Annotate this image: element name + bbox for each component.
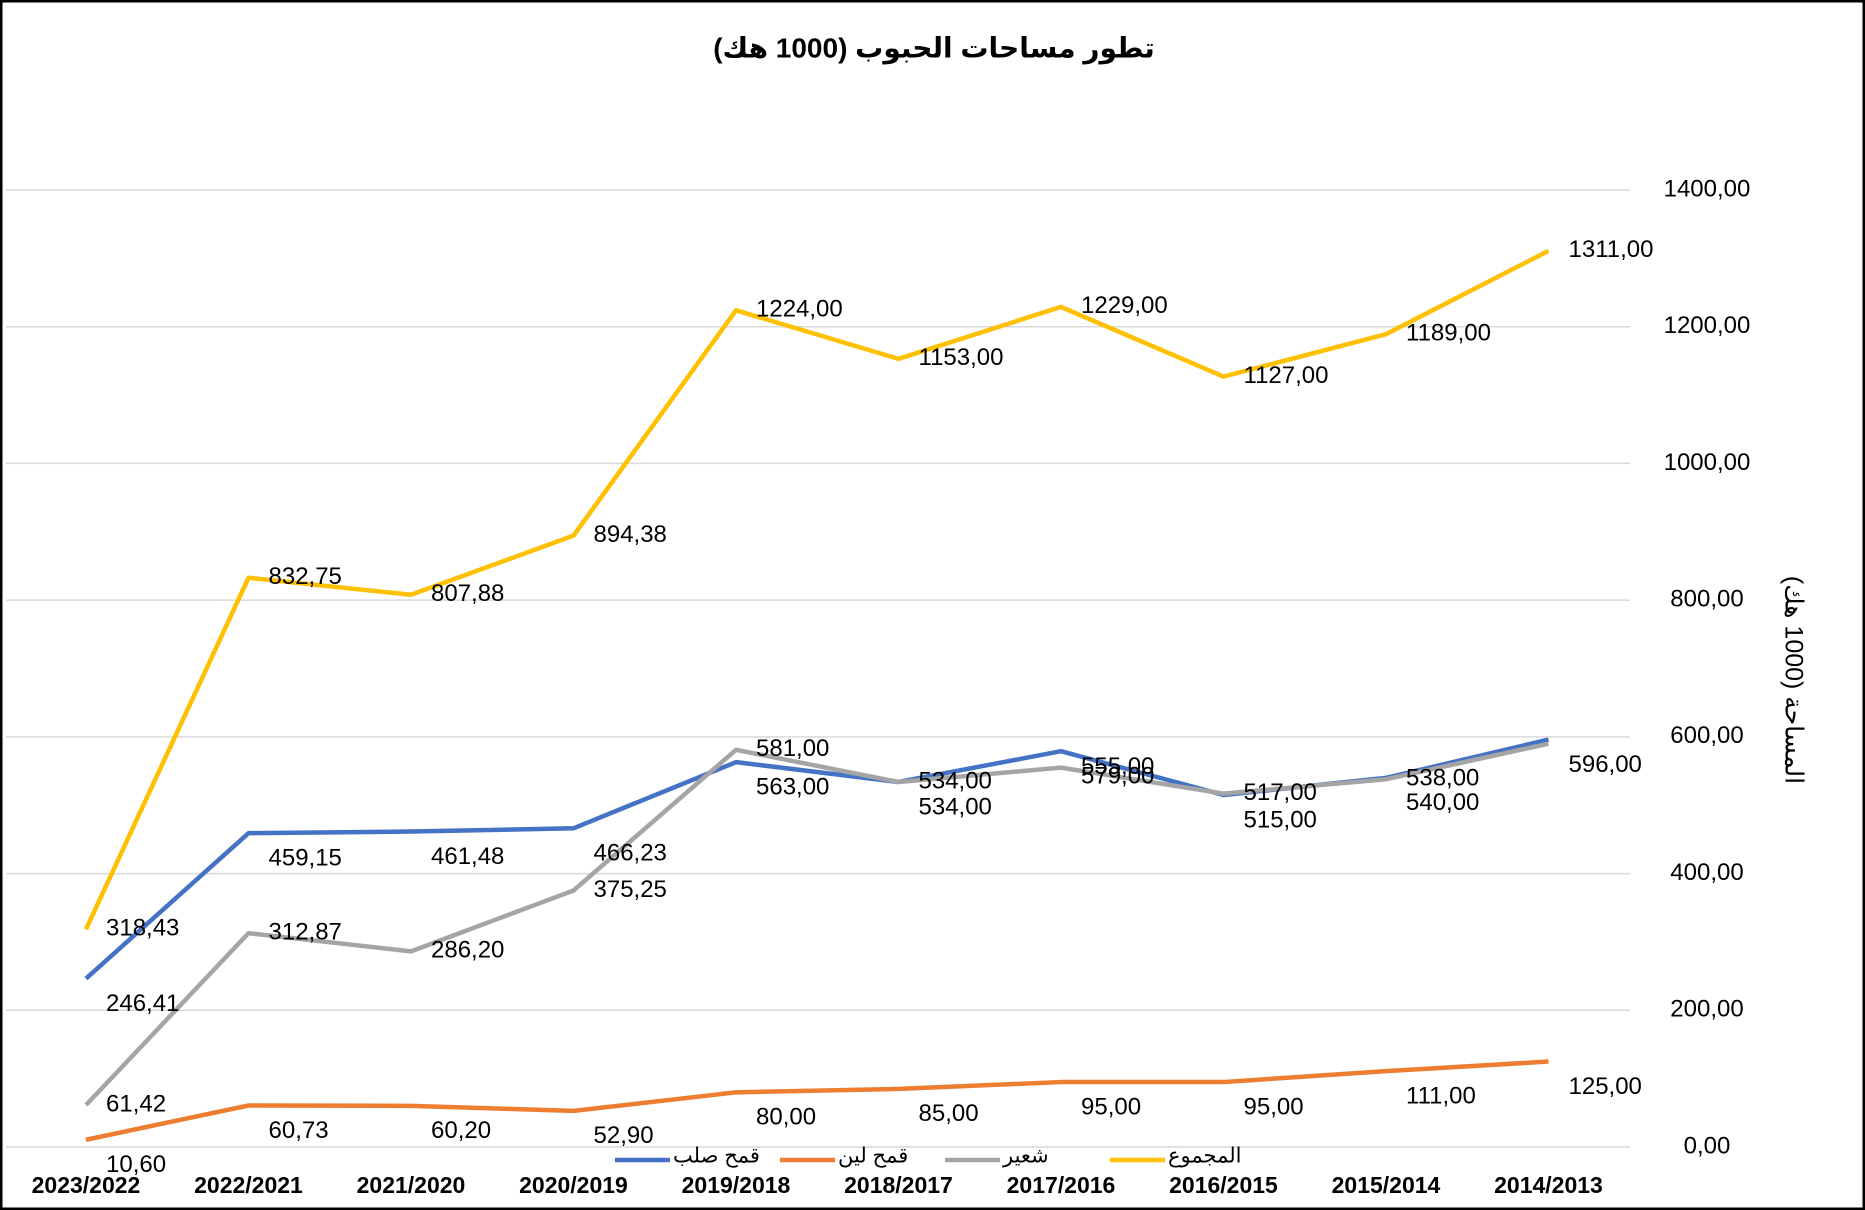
legend-label: قمح لين (838, 1145, 908, 1168)
value-label: 1153,00 (919, 344, 1004, 371)
x-tick-label: 2016/2015 (1169, 1172, 1278, 1198)
x-tick-label: 2020/2019 (519, 1172, 628, 1198)
value-label: 111,00 (1406, 1082, 1476, 1109)
x-tick-label: 2021/2020 (357, 1172, 466, 1198)
value-label: 60,20 (431, 1117, 491, 1144)
value-label: 555,00 (1081, 753, 1154, 780)
value-label: 894,38 (594, 521, 667, 548)
y-tick-label: 400,00 (1670, 859, 1743, 886)
value-label: 538,00 (1406, 765, 1479, 792)
series-line (83, 248, 1550, 931)
x-tick-label: 2019/2018 (682, 1172, 791, 1198)
value-label: 246,41 (106, 990, 179, 1017)
x-tick-label: 2023/2022 (32, 1172, 141, 1198)
value-label: 60,73 (269, 1117, 329, 1144)
y-tick-label: 0,00 (1684, 1132, 1731, 1159)
x-tick-label: 2014/2013 (1494, 1172, 1603, 1198)
value-label: 461,48 (431, 843, 504, 870)
value-label: 1189,00 (1406, 320, 1491, 347)
value-label: 95,00 (1081, 1093, 1141, 1120)
value-label: 95,00 (1244, 1093, 1304, 1120)
value-label: 52,90 (594, 1122, 654, 1149)
chart-title: تطور مساحات الحبوب (1000 هك) (713, 32, 1155, 64)
value-label: 534,00 (919, 767, 992, 794)
value-label: 61,42 (106, 1090, 166, 1117)
value-label: 1229,00 (1081, 292, 1168, 319)
value-label: 540,00 (1406, 789, 1479, 816)
value-label: 581,00 (756, 735, 829, 762)
value-label: 312,87 (269, 918, 342, 945)
value-label: 517,00 (1244, 779, 1317, 806)
y-tick-label: 1400,00 (1664, 175, 1751, 202)
value-label: 1311,00 (1569, 236, 1654, 263)
legend-label: قمح صلب (673, 1145, 760, 1168)
y-tick-label: 200,00 (1670, 996, 1743, 1023)
y-tick-label: 600,00 (1670, 722, 1743, 749)
x-tick-label: 2022/2021 (194, 1172, 303, 1198)
legend-label: شعير (1002, 1145, 1049, 1168)
value-label: 1127,00 (1244, 362, 1329, 389)
value-label: 832,75 (269, 563, 342, 590)
x-tick-label: 2015/2014 (1332, 1172, 1441, 1198)
value-label: 515,00 (1244, 806, 1317, 833)
value-label: 596,00 (1569, 751, 1642, 778)
value-label: 10,60 (106, 1151, 166, 1178)
y-tick-label: 800,00 (1670, 585, 1743, 612)
y-tick-label: 1000,00 (1664, 449, 1751, 476)
value-label: 375,25 (594, 876, 667, 903)
series-line (85, 1059, 1549, 1142)
y-axis-title: المساحة (1000 هك) (1779, 576, 1807, 784)
value-label: 534,00 (919, 793, 992, 820)
value-label: 85,00 (919, 1100, 979, 1127)
value-label: 1224,00 (756, 296, 843, 323)
value-label: 563,00 (756, 773, 829, 800)
value-label: 80,00 (756, 1104, 816, 1131)
series-line (84, 741, 1549, 1107)
value-label: 459,15 (269, 844, 342, 871)
value-label: 125,00 (1569, 1073, 1642, 1100)
value-label: 318,43 (106, 915, 179, 942)
x-tick-label: 2017/2016 (1007, 1172, 1116, 1198)
value-label: 466,23 (594, 840, 667, 867)
value-label: 579,00 (1081, 763, 1154, 790)
y-tick-label: 1200,00 (1664, 312, 1751, 339)
x-tick-label: 2018/2017 (844, 1172, 953, 1198)
value-label: 286,20 (431, 937, 504, 964)
legend-label: المجموع (1168, 1145, 1241, 1168)
value-label: 807,88 (431, 580, 504, 607)
